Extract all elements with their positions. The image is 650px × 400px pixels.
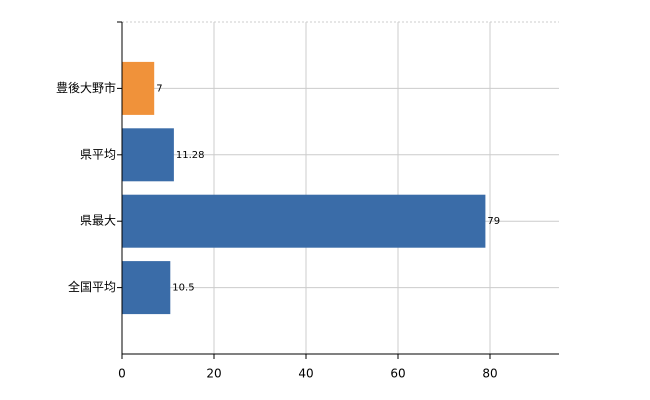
value-label: 11.28 (176, 150, 205, 161)
bar (122, 128, 174, 182)
bar (122, 61, 155, 115)
value-label: 79 (487, 216, 500, 227)
y-tick-label: 豊後大野市 (56, 80, 116, 95)
y-tick-label: 全国平均 (68, 279, 116, 294)
y-tick-label: 県平均 (80, 147, 116, 161)
y-tick-label: 県最大 (80, 214, 116, 228)
x-tick-label: 60 (390, 367, 405, 381)
x-tick-label: 20 (206, 367, 221, 381)
bar (122, 194, 486, 248)
bar (122, 261, 171, 315)
value-label: 10.5 (172, 283, 194, 294)
value-label: 7 (156, 83, 162, 94)
x-tick-label: 80 (482, 367, 497, 381)
x-tick-label: 40 (298, 367, 313, 381)
x-tick-label: 0 (118, 367, 126, 381)
